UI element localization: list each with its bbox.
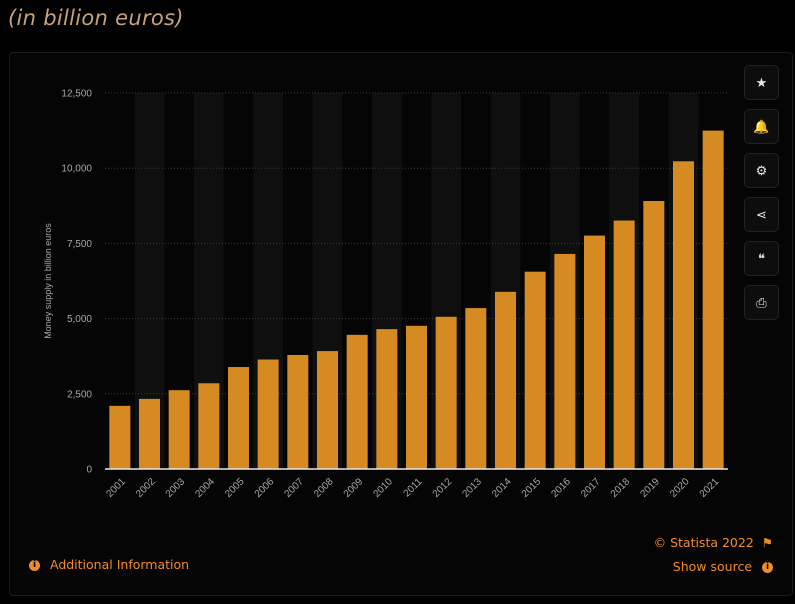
bar-2012: [435, 316, 457, 469]
x-tick-label: 2016: [549, 476, 573, 500]
quote-icon: ❝: [758, 250, 765, 266]
bar-2007: [287, 354, 309, 469]
bar-2004: [198, 383, 220, 469]
bell-icon: 🔔: [753, 118, 770, 134]
y-axis-label: Money supply in billion euros: [43, 223, 53, 339]
bar-2013: [465, 308, 487, 469]
x-tick-label: 2011: [402, 476, 425, 499]
show-source-link[interactable]: Show source i: [673, 559, 773, 574]
copyright-notice[interactable]: © Statista 2022 ⚑: [654, 535, 773, 550]
bar-2011: [406, 325, 427, 469]
additional-information-label: Additional Information: [49, 557, 190, 572]
bar-2001: [109, 405, 131, 469]
x-tick-label: 2021: [698, 476, 722, 500]
share-icon: ⋖: [756, 206, 767, 222]
y-tick-label: 12,500: [61, 89, 92, 100]
bar-2009: [346, 334, 368, 469]
x-tick-label: 2012: [431, 476, 455, 500]
bar-2014: [495, 291, 516, 469]
x-tick-label: 2004: [193, 476, 217, 500]
y-tick-label: 10,000: [61, 164, 92, 175]
star-icon: ★: [755, 74, 768, 90]
x-tick-label: 2003: [164, 476, 188, 500]
y-tick-label: 5,000: [67, 314, 92, 325]
bar-2003: [168, 390, 190, 469]
x-tick-label: 2014: [490, 476, 514, 500]
favorite-button[interactable]: ★: [744, 65, 779, 100]
cite-button[interactable]: ❝: [744, 241, 779, 276]
x-tick-label: 2017: [579, 476, 603, 500]
info-icon: i: [29, 560, 40, 571]
bar-2006: [257, 359, 279, 469]
share-button[interactable]: ⋖: [744, 197, 779, 232]
bar-2015: [524, 271, 546, 469]
bar-2018: [613, 220, 635, 469]
copyright-text: © Statista 2022: [653, 535, 754, 550]
x-tick-label: 2018: [609, 476, 633, 500]
x-tick-label: 2005: [223, 476, 247, 500]
y-tick-label: 2,500: [67, 389, 92, 400]
print-icon: ⎙: [756, 294, 767, 310]
chart-subtitle: (in billion euros): [8, 6, 184, 30]
x-tick-label: 2019: [638, 476, 662, 500]
show-source-label: Show source: [672, 559, 753, 574]
bar-2008: [317, 351, 338, 469]
info-icon: i: [762, 562, 773, 573]
bar-2002: [139, 398, 160, 469]
x-tick-label: 2015: [520, 476, 544, 500]
bar-2019: [643, 200, 665, 470]
x-tick-label: 2001: [104, 476, 128, 500]
bar-2020: [673, 161, 694, 469]
x-tick-label: 2002: [134, 476, 158, 500]
bar-2021: [702, 130, 724, 469]
y-tick-label: 0: [86, 465, 92, 476]
y-tick-label: 7,500: [67, 239, 92, 250]
bar-2016: [554, 253, 576, 469]
gear-icon: ⚙: [755, 162, 768, 178]
settings-button[interactable]: ⚙: [744, 153, 779, 188]
bar-2017: [584, 235, 605, 469]
x-tick-label: 2006: [253, 476, 277, 500]
x-tick-label: 2020: [668, 476, 692, 500]
x-tick-label: 2009: [342, 476, 366, 500]
flag-icon: ⚑: [761, 535, 773, 550]
notification-button[interactable]: 🔔: [744, 109, 779, 144]
x-tick-label: 2013: [460, 476, 484, 500]
print-button[interactable]: ⎙: [744, 285, 779, 320]
x-tick-label: 2007: [282, 476, 306, 500]
x-tick-label: 2008: [312, 476, 336, 500]
x-tick-label: 2010: [371, 476, 395, 500]
bar-2010: [376, 329, 398, 469]
additional-information-link[interactable]: i Additional Information: [29, 557, 189, 572]
bar-2005: [228, 367, 249, 469]
